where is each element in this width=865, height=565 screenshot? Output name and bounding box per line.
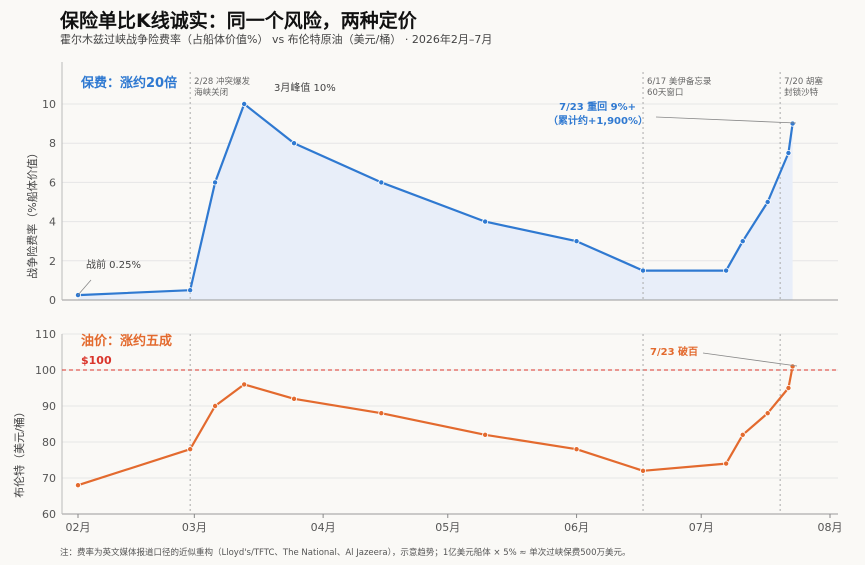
insurance-latest-annotation: 7/23 重回 9%+	[559, 100, 636, 113]
insurance-area-fill	[78, 104, 793, 300]
x-tick-label: 05月	[435, 521, 460, 534]
insurance-y-tick-label: 0	[49, 294, 56, 307]
top-y-tick-labels: 0 2 4 6 8 10	[42, 98, 56, 307]
insurance-series	[75, 101, 796, 299]
oil-point	[378, 410, 385, 417]
oil-point	[789, 363, 796, 370]
oil-point	[640, 467, 647, 474]
insurance-y-tick-label: 2	[49, 255, 56, 268]
x-tick-label: 06月	[564, 521, 589, 534]
event-label-line2: 封锁沙特	[784, 87, 819, 98]
oil-point	[785, 384, 792, 391]
event-label-line2: 海峡关闭	[194, 87, 228, 98]
insurance-point	[640, 267, 647, 274]
event-label-line1: 2/28 冲突爆发	[194, 76, 250, 87]
insurance-y-tick-label: 4	[49, 216, 56, 229]
insurance-point	[785, 149, 792, 156]
insurance-line	[77, 102, 794, 297]
insurance-point	[187, 287, 194, 294]
insurance-y-tick-label: 8	[49, 137, 56, 150]
oil-y-tick-label: 100	[35, 364, 56, 377]
oil-latest-annotation: 7/23 破百	[650, 345, 698, 358]
insurance-point	[482, 218, 489, 225]
top-y-axis-label: 战争险费率（%船体价值）	[25, 147, 39, 278]
insurance-point	[764, 198, 771, 205]
oil-latest-leader-line	[702, 352, 798, 367]
oil-annotations: 7/23 破百	[650, 345, 798, 367]
top-panel: 0 2 4 6 8 10 战争险费率（%船体价值） 保费：涨约20倍	[25, 62, 838, 307]
insurance-panel-label: 保费：涨约20倍	[80, 75, 177, 91]
bottom-y-axis-label: 布伦特（美元/桶）	[12, 406, 26, 498]
bottom-y-tick-labels: 60 70 80 90 100 110	[35, 328, 56, 521]
top-gridlines	[62, 103, 838, 262]
insurance-cumulative-annotation: （累计约+1,900%）	[548, 114, 648, 127]
oil-panel-label: 油价：涨约五成	[81, 333, 172, 349]
event-label-line1: 6/17 美伊备忘录	[647, 76, 712, 87]
oil-point	[764, 410, 771, 417]
insurance-point	[789, 120, 796, 127]
oil-point	[291, 395, 298, 402]
event-lines	[189, 72, 781, 514]
chart-title: 保险单比K线诚实：同一个风险，两种定价	[59, 9, 418, 32]
x-tick-label: 04月	[311, 521, 336, 534]
oil-y-tick-label: 90	[42, 400, 56, 413]
insurance-point	[573, 238, 580, 245]
insurance-point	[291, 140, 298, 147]
insurance-point	[241, 101, 248, 108]
event-label-line2: 60天窗口	[647, 87, 683, 98]
insurance-annotations: 战前 0.25% 3月峰值 10% 7/23 重回 9%+ （累计约+1,900…	[77, 81, 797, 296]
peak-annotation: 3月峰值 10%	[274, 81, 336, 94]
x-tick-label: 02月	[66, 521, 91, 534]
footnote: 注：费率为英文媒体报道口径的近似重构（Lloyd's/TFTC、The Nati…	[60, 547, 630, 558]
oil-series	[75, 363, 796, 489]
insurance-point	[739, 238, 746, 245]
oil-y-tick-label: 70	[42, 472, 56, 485]
prewar-annotation: 战前 0.25%	[86, 258, 141, 271]
x-tick-label: 07月	[689, 521, 714, 534]
prewar-leader-line	[77, 279, 92, 296]
oil-point	[739, 431, 746, 438]
insurance-point	[378, 179, 385, 186]
insurance-point	[212, 179, 219, 186]
x-tick-label: 08月	[818, 521, 843, 534]
x-tick-labels: 02月 03月 04月 05月 06月 07月 08月	[66, 514, 843, 534]
insurance-area	[78, 104, 793, 300]
oil-point	[212, 402, 219, 409]
oil-point	[241, 381, 248, 388]
oil-point	[482, 431, 489, 438]
oil-y-tick-label: 60	[42, 508, 56, 521]
oil-point	[187, 446, 194, 453]
chart-subtitle: 霍尔木兹过峡战争险费率（占船体价值%） vs 布伦特原油（美元/桶） · 202…	[60, 32, 492, 46]
insurance-y-tick-label: 10	[42, 98, 56, 111]
insurance-point	[723, 267, 730, 274]
bottom-panel: 60 70 80 90 100 110 布伦特（美元/桶） $100 油价：涨约五成	[12, 328, 838, 521]
x-tick-label: 03月	[182, 521, 207, 534]
oil-point	[75, 482, 82, 489]
oil-point	[723, 460, 730, 467]
event-label-line1: 7/20 胡塞	[784, 76, 823, 87]
insurance-latest-leader-line	[655, 116, 797, 124]
oil-y-tick-label: 110	[35, 328, 56, 341]
insurance-y-tick-label: 6	[49, 176, 56, 189]
oil-point	[573, 446, 580, 453]
oil-100-reference-label: $100	[81, 354, 112, 367]
oil-y-tick-label: 80	[42, 436, 56, 449]
oil-line	[77, 366, 794, 487]
